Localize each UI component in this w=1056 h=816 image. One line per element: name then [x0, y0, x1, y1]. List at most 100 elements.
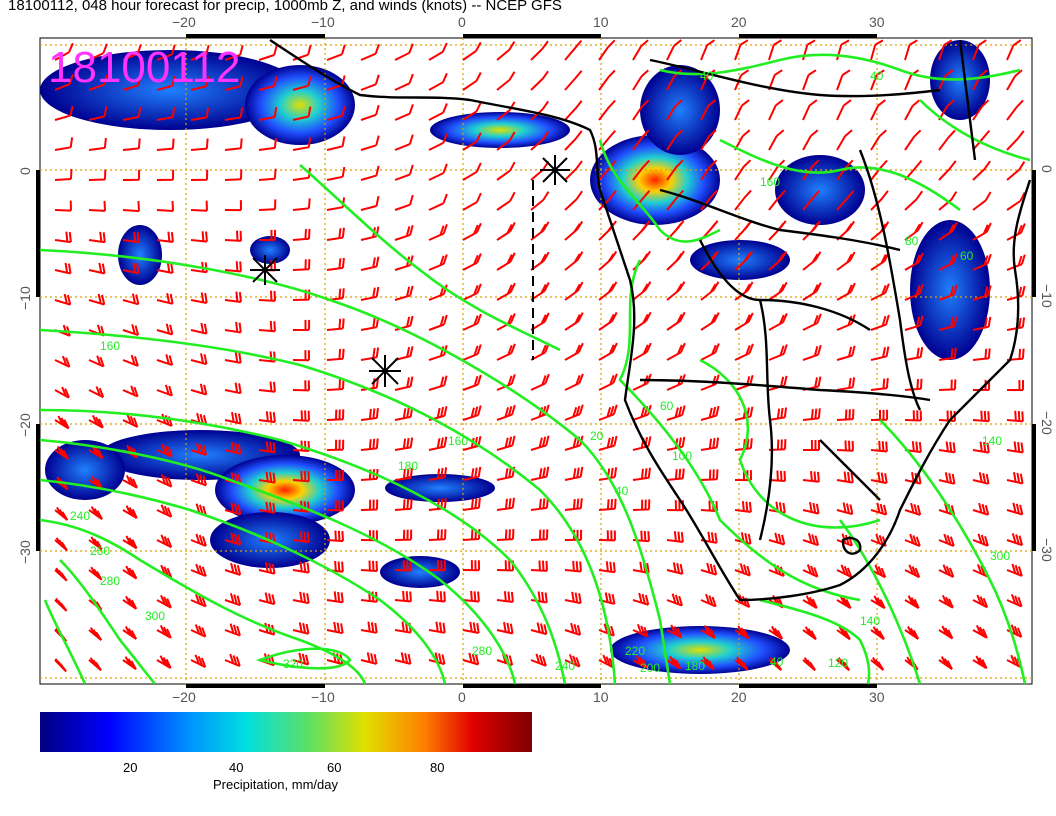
wind-barb: [88, 475, 104, 490]
wind-barb: [768, 625, 784, 640]
wind-barb: [564, 220, 584, 241]
wind-barb: [88, 137, 107, 151]
wind-barb: [224, 200, 242, 212]
wind-barb: [122, 201, 140, 213]
wind-barb: [530, 466, 550, 481]
wind-barb: [632, 436, 652, 451]
wind-barb: [496, 131, 516, 151]
wind-barb: [836, 657, 851, 672]
wind-barb: [598, 623, 615, 637]
wind-barb: [462, 192, 482, 211]
wind-barb: [292, 622, 310, 635]
wind-barb: [156, 169, 175, 181]
wind-barb: [632, 281, 652, 301]
wind-barb: [394, 498, 413, 511]
wind-barb: [530, 622, 548, 636]
wind-barb: [462, 222, 482, 241]
lat-tick-label: −10: [17, 286, 33, 310]
wind-barb: [122, 231, 140, 244]
lat-tick-label: 0: [17, 167, 33, 175]
wind-barb: [326, 318, 345, 331]
precip-area: [430, 112, 570, 148]
wind-barb: [734, 501, 752, 513]
wind-barb: [904, 626, 920, 640]
contour-line: [59, 559, 156, 684]
contour-line: [879, 419, 1027, 684]
wind-barb: [122, 626, 138, 640]
wind-barb: [904, 129, 922, 151]
wind-barb: [292, 410, 310, 422]
wind-barb: [292, 319, 311, 331]
wind-barb: [360, 530, 378, 542]
wind-barb: [224, 230, 242, 242]
wind-barb: [190, 353, 208, 366]
wind-barb: [1006, 410, 1024, 423]
wind-barb: [530, 529, 549, 541]
wind-barb: [700, 656, 715, 671]
wind-barb: [666, 39, 682, 61]
wind-barb: [768, 470, 786, 482]
contour-label: 100: [672, 449, 692, 463]
wind-barb: [1006, 161, 1026, 181]
wind-barb: [496, 343, 516, 361]
wind-barb: [156, 534, 173, 549]
wind-barb: [972, 594, 989, 609]
wind-barb: [734, 625, 750, 640]
wind-barb: [1006, 317, 1026, 331]
lon-tick-label: 30: [869, 14, 885, 30]
wind-barb: [836, 345, 856, 361]
country-border: [698, 239, 871, 331]
wind-barb: [666, 129, 684, 151]
wind-barb: [870, 378, 889, 391]
wind-barb: [972, 348, 991, 361]
wind-barb: [428, 163, 448, 181]
wind-barb: [496, 529, 515, 541]
wind-barb: [496, 435, 516, 451]
precip-area: [385, 474, 495, 502]
coastline-layer: [269, 39, 1032, 602]
wind-barb: [326, 560, 344, 573]
wind-barb: [156, 504, 173, 518]
wind-barb: [666, 593, 683, 607]
wind-barb: [156, 594, 172, 609]
lon-tick-label: 10: [593, 689, 609, 705]
wind-barb: [54, 658, 67, 673]
wind-barb: [938, 564, 955, 578]
contour-label: 160: [760, 175, 780, 189]
contour-label: 40: [770, 655, 784, 669]
country-border: [639, 378, 931, 402]
wind-barb: [394, 285, 414, 301]
wind-barb: [564, 622, 582, 636]
wind-barb: [428, 498, 447, 511]
wind-barb: [394, 194, 414, 211]
contour-label: 40: [870, 69, 884, 83]
wind-barb: [904, 441, 922, 454]
wind-barb: [598, 342, 618, 361]
wind-barb: [394, 437, 414, 451]
contour-label: 120: [828, 656, 848, 670]
wind-barb: [802, 626, 817, 641]
wind-barb: [564, 190, 583, 211]
wind-barb: [394, 590, 412, 603]
wind-barb: [768, 189, 786, 211]
wind-barb: [496, 222, 516, 241]
contour-label: 40: [615, 484, 629, 498]
wind-barb: [156, 231, 174, 243]
wind-barb: [462, 283, 482, 301]
wind-barb: [904, 564, 921, 579]
contour-line: [699, 358, 881, 529]
wind-barb: [802, 251, 822, 271]
wind-barb: [938, 441, 956, 454]
wind-barb: [836, 533, 853, 547]
wind-barb: [428, 621, 446, 634]
wind-barb: [666, 281, 686, 301]
wind-barb: [564, 100, 583, 121]
lon-tick-label: −10: [311, 689, 335, 705]
wind-barb: [258, 229, 276, 241]
wind-barb: [190, 138, 209, 151]
wind-barb: [394, 560, 412, 572]
wind-barb: [1006, 39, 1022, 61]
wind-barb: [734, 563, 751, 577]
wind-barb: [54, 506, 69, 521]
wind-barb: [632, 129, 650, 151]
